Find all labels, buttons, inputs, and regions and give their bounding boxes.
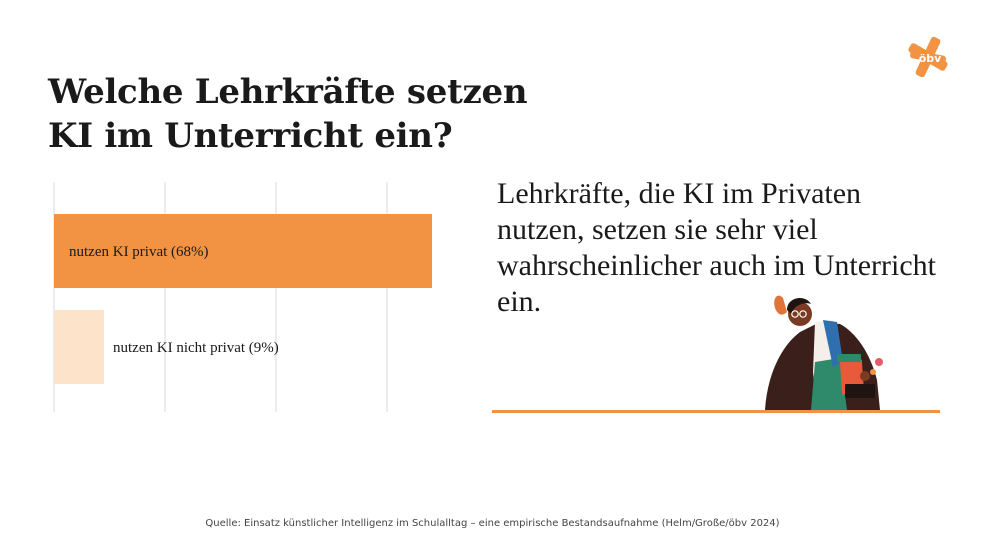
- bar-chart: nutzen KI privat (68%) nutzen KI nicht pr…: [40, 180, 460, 420]
- bar-1: [54, 214, 432, 288]
- bar-2: [54, 310, 105, 384]
- teacher-illustration: [745, 292, 895, 412]
- obv-logo: öbv: [905, 34, 951, 80]
- divider-line: [492, 410, 940, 413]
- bar-label-2: nutzen KI nicht privat (9%): [113, 340, 279, 356]
- teacher-illustration-icon: [765, 295, 883, 410]
- source-note: Quelle: Einsatz künstlicher Intelligenz …: [205, 518, 780, 529]
- title-line-1: Welche Lehrkräfte setzen: [48, 72, 528, 112]
- key-finding-text: Lehrkräfte, die KI im Privaten nutzen, s…: [497, 177, 936, 318]
- bar-chart-svg: nutzen KI privat (68%) nutzen KI nicht pr…: [53, 182, 432, 412]
- page-title: Welche Lehrkräfte setzen KI im Unterrich…: [48, 70, 528, 158]
- bar-label-1: nutzen KI privat (68%): [69, 244, 209, 260]
- title-line-2: KI im Unterricht ein?: [48, 116, 453, 156]
- logo-mark-icon: öbv: [908, 36, 948, 78]
- logo-text: öbv: [919, 52, 942, 65]
